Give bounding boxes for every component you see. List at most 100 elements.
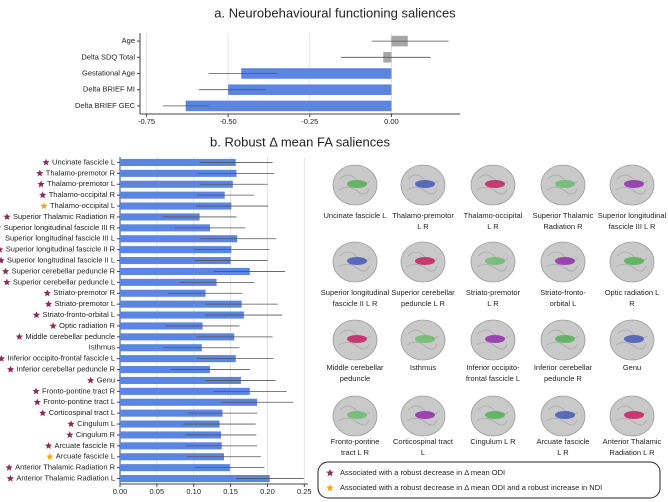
x-tick-label: 0.00: [384, 117, 399, 126]
y-tick-label: Corticospinal tract L: [49, 408, 115, 417]
marker-star: [1, 267, 10, 275]
y-tick-label: Delta SDQ Total: [81, 52, 135, 61]
y-tick-label: Inferior occipito-frontal fascicle L: [7, 354, 115, 363]
y-tick-label: Cingulum L: [77, 419, 115, 428]
marker-star: [6, 474, 14, 482]
y-tick-label: Age: [122, 36, 135, 45]
brain-label: peduncle R: [544, 374, 583, 383]
tract: [555, 335, 575, 343]
legend-marker: [326, 469, 334, 477]
bar: [120, 224, 210, 232]
bar: [120, 180, 233, 188]
bar: [120, 431, 222, 439]
x-tick-label: 0.10: [186, 487, 201, 496]
tract: [347, 335, 367, 343]
y-tick-label: Fronto-pontine tract R: [42, 386, 116, 395]
brain-label: L R: [487, 222, 499, 231]
y-tick-label: Thalamo-occipital R: [49, 190, 116, 199]
brain-label: Inferior cerebellar: [534, 363, 593, 372]
x-tick-label: 0.15: [223, 487, 238, 496]
marker-star: [44, 300, 53, 308]
bar: [120, 202, 232, 210]
tract: [415, 257, 435, 265]
brain-label: R: [629, 299, 635, 308]
tract: [347, 411, 367, 419]
tract: [347, 257, 367, 265]
brain-label: Inferior occipito-: [466, 363, 520, 372]
bar: [120, 191, 225, 199]
brain-label: L: [421, 448, 425, 457]
marker-star: [15, 333, 23, 340]
marker-star: [33, 398, 41, 406]
brain-label: Anterior Thalamic: [603, 437, 662, 446]
y-tick-label: Superior longitudinal fascicle III L: [5, 234, 115, 243]
brain-label: Superior cerebellar: [391, 288, 455, 297]
brain-label: Superior longitudinal: [598, 211, 667, 220]
legend-marker: [326, 484, 334, 492]
bar: [120, 366, 210, 374]
tract: [555, 411, 575, 419]
y-tick-label: Superior cerebellar peduncle L: [13, 277, 115, 286]
marker-star: [0, 256, 5, 264]
marker-star: [44, 442, 53, 449]
y-tick-label: Thalamo-premotor L: [47, 179, 115, 188]
brain-label: Arcuate fascicle: [537, 437, 590, 446]
tract: [485, 180, 505, 188]
y-tick-label: Uncinate fascicle L: [52, 157, 115, 166]
brain-label: Superior longitudinal: [321, 288, 390, 297]
bar: [120, 158, 236, 166]
x-tick-label: 0.05: [150, 487, 165, 496]
marker-star: [39, 191, 47, 199]
brain-label: peduncle: [340, 374, 370, 383]
marker-star: [42, 158, 50, 166]
bar: [120, 355, 236, 363]
tract: [624, 180, 644, 188]
tract: [415, 335, 435, 343]
bar: [120, 311, 244, 319]
legend-box: [317, 461, 661, 499]
brain-label: Fronto-pontine: [331, 437, 380, 446]
y-tick-label: Superior cerebellar peduncle R: [12, 266, 116, 275]
bar: [120, 246, 232, 254]
y-tick-label: Middle cerebellar peduncle: [25, 332, 115, 341]
bar: [120, 398, 258, 406]
y-tick-label: Delta BRIEF GEC: [75, 101, 136, 110]
brain-label: L R: [487, 299, 499, 308]
marker-star: [32, 311, 41, 319]
chart-title: b. Robust Δ mean FA saliences: [210, 134, 390, 149]
brain-label: Thalamo-premotor: [392, 211, 454, 220]
y-tick-label: Striato-premotor R: [53, 288, 115, 297]
y-tick-label: Isthmus: [89, 343, 116, 352]
tract: [624, 257, 644, 265]
y-tick-label: Thalamo-premotor R: [46, 168, 116, 177]
tract: [347, 180, 367, 188]
brain-label: Striato-fronto-: [540, 288, 586, 297]
bar: [120, 267, 250, 275]
bar: [120, 333, 235, 341]
bar: [120, 464, 230, 472]
bar: [120, 453, 224, 461]
marker-star: [37, 180, 45, 188]
marker-star: [87, 376, 95, 384]
y-tick-label: Gestational Age: [82, 68, 135, 77]
tract: [624, 335, 644, 343]
tract: [485, 257, 505, 265]
brain-label: peduncle L R: [401, 299, 446, 308]
tract: [415, 180, 435, 188]
bar: [120, 442, 222, 450]
tract: [485, 411, 505, 419]
bar: [120, 322, 203, 330]
bar: [185, 100, 392, 112]
brain-label: frontal fascicle L: [466, 374, 520, 383]
bar: [120, 278, 217, 286]
bar: [120, 376, 241, 384]
x-tick-label: -0.50: [220, 117, 237, 126]
brain-label: Striato-premotor: [466, 288, 521, 297]
x-tick-label: -0.75: [138, 117, 155, 126]
brain-label: Radiation R: [543, 222, 583, 231]
bar: [120, 235, 238, 243]
y-tick-label: Anterior Thalamic Radiation L: [16, 474, 115, 483]
brain-label: tract L R: [341, 448, 370, 457]
brain-label: orbital L: [550, 299, 577, 308]
